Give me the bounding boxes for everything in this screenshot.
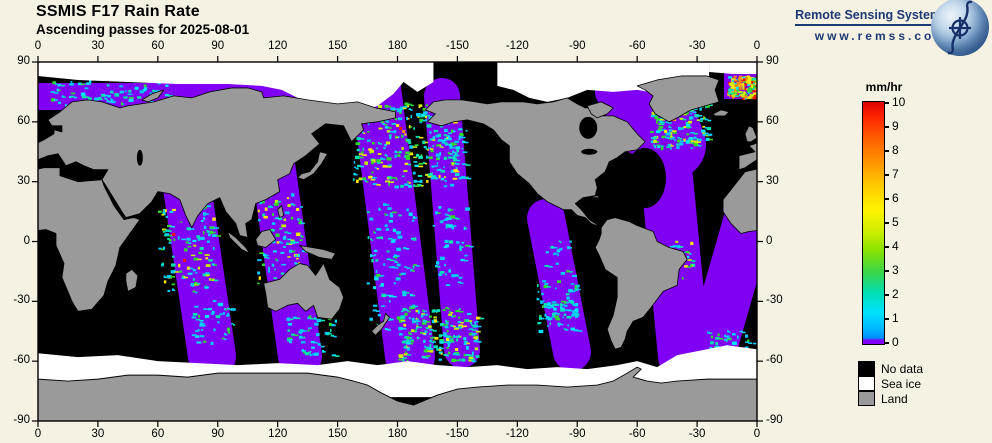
colorbar-tick-label: 4 <box>892 239 899 253</box>
lon-tick-bottom: -120 <box>505 428 529 440</box>
page-subtitle: Ascending passes for 2025-08-01 <box>36 22 250 37</box>
colorbar-unit-label: mm/hr <box>865 80 903 94</box>
lon-tick-bottom: 180 <box>387 428 408 440</box>
colorbar-tick-label: 3 <box>892 263 899 277</box>
legend-label: Sea ice <box>881 376 922 391</box>
lon-tick-bottom: 150 <box>327 428 348 440</box>
colorbar-tick-label: 0 <box>892 335 899 349</box>
lon-tick-top: -60 <box>628 40 646 52</box>
lat-tick-right: -60 <box>766 354 783 367</box>
colorbar-tick-label: 2 <box>892 287 899 301</box>
lon-tick-bottom: 120 <box>268 428 288 440</box>
remss-logo-name: Remote Sensing Systems <box>795 8 948 26</box>
colorbar-tick <box>884 270 889 272</box>
lon-tick-bottom: 90 <box>211 428 225 440</box>
colorbar-tick <box>884 294 889 296</box>
lon-tick-bottom: -90 <box>568 428 586 440</box>
legend-swatch <box>858 361 875 376</box>
legend-item-land: Land <box>858 391 908 406</box>
lon-tick-top: 120 <box>268 40 288 52</box>
lon-tick-top: 180 <box>387 40 408 52</box>
lon-tick-top: -90 <box>568 40 586 52</box>
legend-label: Land <box>881 391 908 406</box>
lon-tick-top: 90 <box>211 40 225 52</box>
colorbar-tick-label: 10 <box>892 95 906 109</box>
lat-tick-right: -90 <box>766 414 783 426</box>
colorbar-tick <box>884 342 889 344</box>
legend-item-no-data: No data <box>858 361 923 376</box>
colorbar-gradient <box>862 101 885 345</box>
legend-label: No data <box>881 361 924 376</box>
colorbar-tick <box>884 222 889 224</box>
lon-tick-bottom: 0 <box>34 428 42 440</box>
lat-tick-right: 30 <box>766 174 779 187</box>
legend-swatch <box>858 376 875 391</box>
lon-tick-top: 0 <box>753 40 761 52</box>
lon-tick-top: 0 <box>34 40 42 52</box>
colorbar-tick <box>884 102 889 104</box>
lat-tick-right: -30 <box>766 294 783 307</box>
lat-tick-left: -60 <box>13 354 30 367</box>
colorbar-tick-label: 8 <box>892 143 899 157</box>
integral-crosshair-icon <box>947 0 973 55</box>
colorbar-tick-label: 7 <box>892 167 899 181</box>
lon-tick-bottom: -30 <box>688 428 706 440</box>
lon-tick-bottom: -150 <box>445 428 469 440</box>
lon-tick-top: -30 <box>688 40 706 52</box>
colorbar-tick-label: 6 <box>892 191 899 205</box>
lon-tick-top: -120 <box>505 40 529 52</box>
lon-tick-top: 60 <box>151 40 165 52</box>
lon-tick-bottom: 30 <box>91 428 105 440</box>
page-title: SSMIS F17 Rain Rate <box>36 3 200 20</box>
remss-globe-icon <box>931 0 989 56</box>
colorbar-tick-label: 9 <box>892 119 899 133</box>
lat-tick-left: 30 <box>17 174 30 187</box>
legend-swatch <box>858 391 875 406</box>
lon-tick-bottom: 60 <box>151 428 165 440</box>
colorbar-tick <box>884 246 889 248</box>
lat-tick-left: -30 <box>13 294 30 307</box>
colorbar-tick <box>884 198 889 200</box>
legend-item-sea-ice: Sea ice <box>858 376 921 391</box>
colorbar-tick <box>884 174 889 176</box>
colorbar-tick <box>884 126 889 128</box>
colorbar-tick-label: 5 <box>892 215 899 229</box>
lon-tick-bottom: 0 <box>753 428 761 440</box>
lat-tick-left: 90 <box>17 55 30 67</box>
remss-logo-url[interactable]: www.remss.com <box>814 29 948 43</box>
remss-logo: Remote Sensing Systems www.remss.com <box>795 8 948 43</box>
lat-tick-left: 60 <box>17 114 30 127</box>
lat-tick-right: 60 <box>766 114 779 127</box>
lon-tick-top: -150 <box>445 40 469 52</box>
lat-tick-right: 90 <box>766 55 779 67</box>
lon-tick-top: 30 <box>91 40 105 52</box>
lon-tick-bottom: -60 <box>628 428 646 440</box>
colorbar-tick <box>884 150 889 152</box>
colorbar-tick <box>884 318 889 320</box>
lat-tick-right: 0 <box>766 234 773 247</box>
lat-tick-left: -90 <box>13 414 30 426</box>
colorbar-tick-label: 1 <box>892 311 899 325</box>
lat-tick-left: 0 <box>23 234 30 247</box>
lon-tick-top: 150 <box>327 40 348 52</box>
